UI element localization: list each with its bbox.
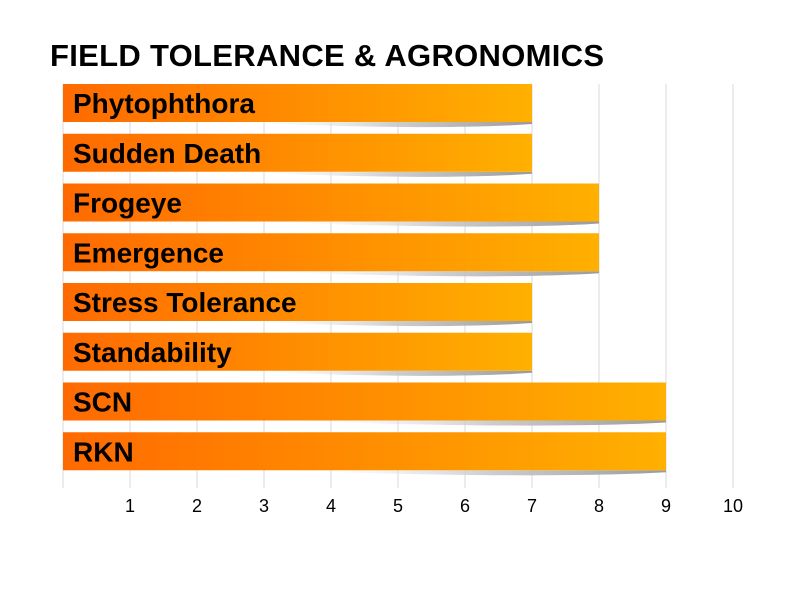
- bar-group: SCN: [63, 382, 666, 426]
- bar-group: Phytophthora: [63, 84, 532, 128]
- chart-title: FIELD TOLERANCE & AGRONOMICS: [50, 38, 605, 73]
- bar-group: Standability: [63, 332, 532, 376]
- bar-group: Sudden Death: [63, 133, 532, 177]
- bar: [63, 382, 666, 421]
- bar-label: Stress Tolerance: [73, 287, 297, 318]
- bar-label: Frogeye: [73, 188, 182, 219]
- bar: [63, 233, 599, 272]
- bar: [63, 332, 532, 371]
- bar-label: Phytophthora: [73, 88, 255, 119]
- bar-group: RKN: [63, 432, 666, 476]
- x-tick-label: 4: [326, 496, 336, 516]
- bar: [63, 84, 532, 122]
- bar-group: Frogeye: [63, 183, 599, 227]
- bar-label: Sudden Death: [73, 138, 261, 169]
- bar: [63, 283, 532, 321]
- bar: [63, 183, 599, 222]
- bar-shadow: [250, 271, 599, 277]
- bar-label: SCN: [73, 387, 132, 418]
- bar-group: Stress Tolerance: [63, 283, 532, 327]
- x-tick-label: 3: [259, 496, 269, 516]
- x-tick-label: 5: [393, 496, 403, 516]
- x-tick-label: 7: [527, 496, 537, 516]
- bar-shadow: [227, 122, 532, 128]
- bar-shadow: [227, 370, 532, 376]
- x-tick-label: 10: [723, 496, 743, 516]
- bar-shadow: [274, 420, 666, 426]
- bar-label: Emergence: [73, 237, 224, 268]
- x-tick-label: 1: [125, 496, 135, 516]
- bar-label: RKN: [73, 436, 134, 467]
- x-tick-label: 2: [192, 496, 202, 516]
- bar-group: Emergence: [63, 233, 599, 277]
- bar-shadow: [227, 171, 532, 177]
- bar-label: Standability: [73, 337, 232, 368]
- x-tick-label: 6: [460, 496, 470, 516]
- bar: [63, 432, 666, 471]
- bar: [63, 133, 532, 172]
- bar-shadow: [250, 221, 599, 227]
- bar-shadow: [274, 470, 666, 476]
- x-axis-ticks: 1 2 3 4 5 6 7 8 9 10: [125, 496, 743, 516]
- x-tick-label: 8: [594, 496, 604, 516]
- bar-shadow: [227, 321, 532, 327]
- x-tick-label: 9: [661, 496, 671, 516]
- bars: Phytophthora Sudden Death Frogeye Emergence…: [63, 84, 666, 476]
